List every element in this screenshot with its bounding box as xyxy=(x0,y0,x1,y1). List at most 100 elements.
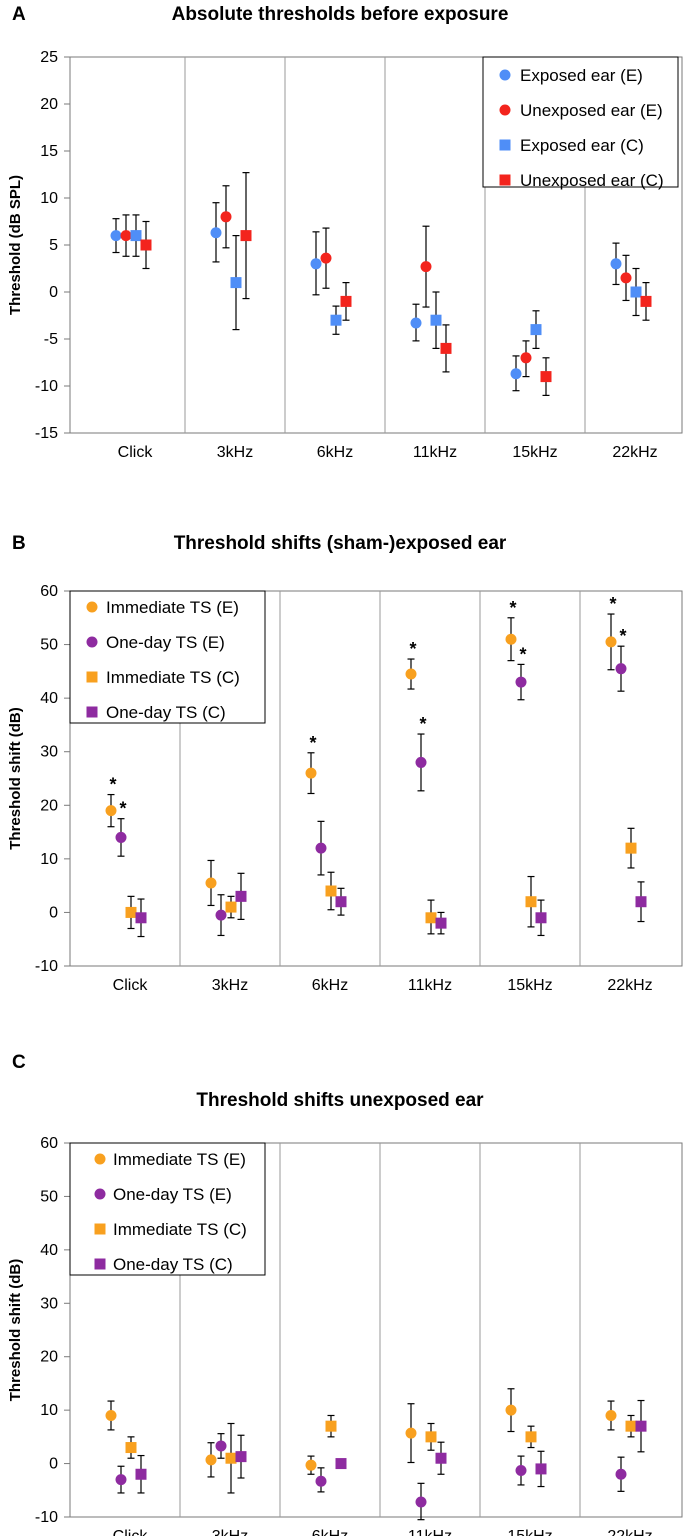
legend-label: Exposed ear (C) xyxy=(520,136,644,155)
data-point xyxy=(625,1420,637,1432)
legend-marker xyxy=(86,601,98,613)
data-point xyxy=(335,1458,347,1470)
y-tick-label: 20 xyxy=(40,1349,58,1366)
x-tick-label: 11kHz xyxy=(408,1528,452,1536)
significance-star: * xyxy=(109,775,116,795)
data-point xyxy=(335,896,347,908)
legend-marker xyxy=(499,174,511,186)
panel-b: B Threshold shifts (sham-)exposed ear -10 0… xyxy=(7,533,683,994)
data-point xyxy=(430,314,442,326)
x-tick-label: Click xyxy=(113,977,149,994)
legend-marker xyxy=(94,1258,106,1270)
legend-marker xyxy=(86,671,98,683)
data-point xyxy=(205,877,217,889)
data-point xyxy=(205,1454,217,1466)
y-tick-label: 0 xyxy=(49,1456,58,1473)
y-tick-label: 10 xyxy=(40,190,58,207)
legend-box xyxy=(482,56,679,188)
data-point xyxy=(315,1475,327,1487)
data-point xyxy=(640,295,652,307)
x-tick-label: 22kHz xyxy=(607,977,652,994)
y-tick-label: -5 xyxy=(44,331,58,348)
data-point xyxy=(215,1440,227,1452)
data-point xyxy=(320,252,332,264)
x-tick-label: 22kHz xyxy=(612,444,657,461)
data-point xyxy=(325,1420,337,1432)
data-point xyxy=(435,1452,447,1464)
data-point xyxy=(635,1420,647,1432)
x-tick-label: 6kHz xyxy=(317,444,353,461)
legend-label: Unexposed ear (E) xyxy=(520,101,663,120)
data-point xyxy=(615,663,627,675)
data-point xyxy=(515,1465,527,1477)
data-point xyxy=(330,314,342,326)
data-point xyxy=(535,912,547,924)
data-point xyxy=(310,258,322,270)
y-tick-label: 30 xyxy=(40,744,58,761)
y-tick-label: 10 xyxy=(40,851,58,868)
legend-marker xyxy=(86,706,98,718)
chart-title: Threshold shifts unexposed ear xyxy=(196,1090,484,1111)
x-tick-label: 15kHz xyxy=(512,444,557,461)
y-axis-label: Threshold shift (dB) xyxy=(7,1259,24,1402)
data-point xyxy=(505,633,517,645)
x-tick-label: Click xyxy=(118,444,154,461)
significance-star: * xyxy=(409,639,416,659)
data-point xyxy=(505,1404,517,1416)
y-axis-label: Threshold (dB SPL) xyxy=(7,175,24,315)
legend-label: One-day TS (C) xyxy=(113,1255,233,1274)
data-point xyxy=(305,767,317,779)
y-tick-label: -10 xyxy=(35,378,58,395)
data-point xyxy=(325,885,337,897)
data-point xyxy=(415,756,427,768)
x-tick-label: 11kHz xyxy=(413,444,457,461)
data-point xyxy=(510,368,522,380)
legend-label: Immediate TS (C) xyxy=(106,668,240,687)
legend-marker xyxy=(499,139,511,151)
panel-label: A xyxy=(12,4,26,25)
data-point xyxy=(240,230,252,242)
data-point xyxy=(425,912,437,924)
data-point xyxy=(125,906,137,918)
panel-label: C xyxy=(12,1052,26,1073)
data-point xyxy=(225,901,237,913)
data-point xyxy=(410,317,422,329)
significance-star: * xyxy=(609,594,616,614)
data-point xyxy=(210,227,222,239)
data-point xyxy=(530,324,542,336)
y-tick-label: 50 xyxy=(40,1188,58,1205)
data-point xyxy=(120,230,132,242)
significance-star: * xyxy=(309,733,316,753)
data-point xyxy=(405,668,417,680)
data-point xyxy=(610,258,622,270)
data-point xyxy=(105,1409,117,1421)
data-point xyxy=(110,230,122,242)
data-point xyxy=(105,805,117,817)
legend-box xyxy=(69,1142,266,1276)
panel-label: B xyxy=(12,533,26,554)
legend-label: Exposed ear (E) xyxy=(520,66,643,85)
data-point xyxy=(525,896,537,908)
data-point xyxy=(420,261,432,273)
legend-label: One-day TS (E) xyxy=(106,633,225,652)
data-point xyxy=(520,352,532,364)
data-point xyxy=(620,272,632,284)
significance-star: * xyxy=(419,714,426,734)
chart-title: Absolute thresholds before exposure xyxy=(172,4,509,25)
data-point xyxy=(540,371,552,383)
legend-label: One-day TS (C) xyxy=(106,703,226,722)
x-tick-label: Click xyxy=(113,1528,149,1536)
y-tick-label: 60 xyxy=(40,583,58,600)
legend-marker xyxy=(94,1188,106,1200)
data-point xyxy=(115,1474,127,1486)
data-point xyxy=(315,842,327,854)
legend-marker xyxy=(499,69,511,81)
significance-star: * xyxy=(509,598,516,618)
y-tick-label: 40 xyxy=(40,690,58,707)
data-point xyxy=(125,1442,137,1454)
x-tick-label: 6kHz xyxy=(312,1528,348,1536)
legend-marker xyxy=(94,1153,106,1165)
data-point xyxy=(220,211,232,223)
data-point xyxy=(130,230,142,242)
